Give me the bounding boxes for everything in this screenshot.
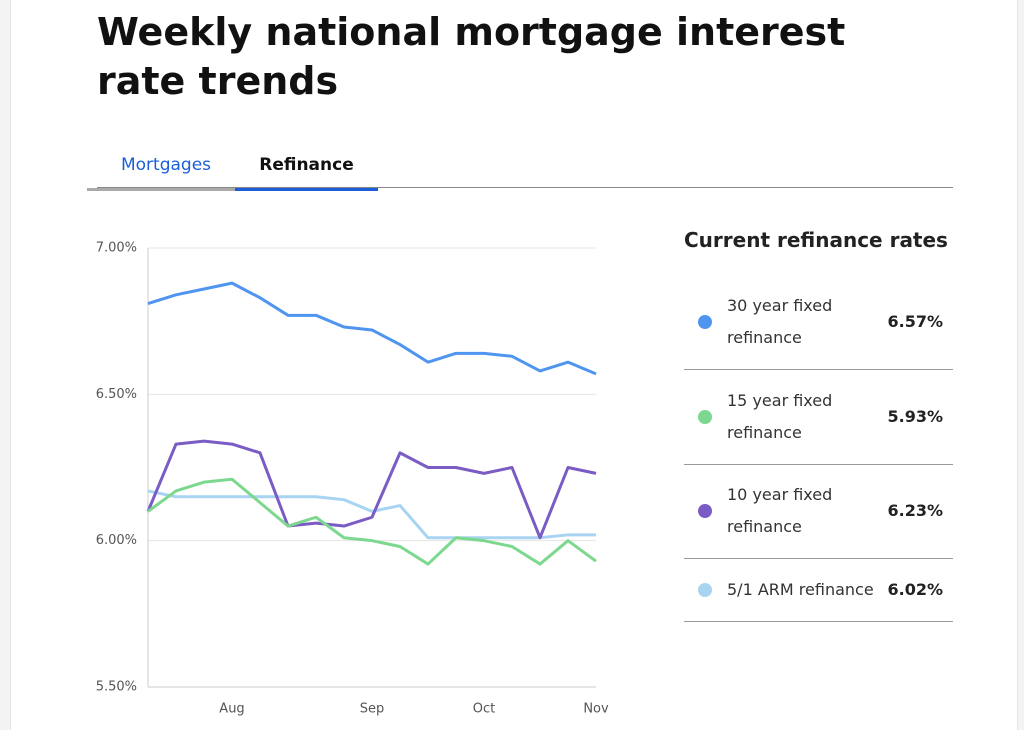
panel-title: Current refinance rates xyxy=(684,228,948,252)
y-tick-label: 5.50% xyxy=(96,680,137,695)
rate-row: 10 year fixed refinance 6.23% xyxy=(684,464,953,559)
rate-name: 5/1 ARM refinance xyxy=(727,579,874,599)
x-tick-label: Nov xyxy=(583,702,609,717)
rate-name: 10 year fixed refinance xyxy=(727,485,833,536)
rate-name: 30 year fixed refinance xyxy=(727,296,833,347)
rate-value: 5.93% xyxy=(887,406,943,426)
x-tick-label: Sep xyxy=(360,702,385,717)
card: Weekly national mortgage interest rate t… xyxy=(10,0,1018,730)
x-tick-label: Oct xyxy=(473,702,495,717)
y-tick-label: 6.00% xyxy=(96,533,137,548)
rate-value: 6.57% xyxy=(887,312,943,331)
tab-active[interactable]: Refinance xyxy=(235,152,378,191)
rate-row: 15 year fixed refinance 5.93% xyxy=(684,369,953,465)
legend-dot xyxy=(698,409,712,424)
rate-row: 30 year fixed refinance 6.57% xyxy=(684,275,953,370)
series-line xyxy=(146,439,597,540)
y-tick-label: 7.00% xyxy=(96,241,137,256)
tab[interactable]: Mortgages xyxy=(87,152,245,191)
series-line xyxy=(147,477,597,566)
rate-name: 15 year fixed refinance xyxy=(727,390,833,442)
page-title: Weekly national mortgage interest rate t… xyxy=(97,10,846,103)
rate-value: 6.23% xyxy=(887,501,943,520)
rate-value: 6.02% xyxy=(887,579,943,599)
tab-divider xyxy=(97,187,953,188)
series-line xyxy=(147,489,596,540)
legend-dot xyxy=(698,504,712,518)
y-tick-label: 6.50% xyxy=(96,387,137,402)
x-tick-label: Aug xyxy=(219,702,244,717)
series-line xyxy=(147,281,597,376)
rate-row: 5/1 ARM refinance 6.02% xyxy=(684,558,953,622)
legend-dot xyxy=(698,315,712,329)
legend-dot xyxy=(698,582,712,597)
